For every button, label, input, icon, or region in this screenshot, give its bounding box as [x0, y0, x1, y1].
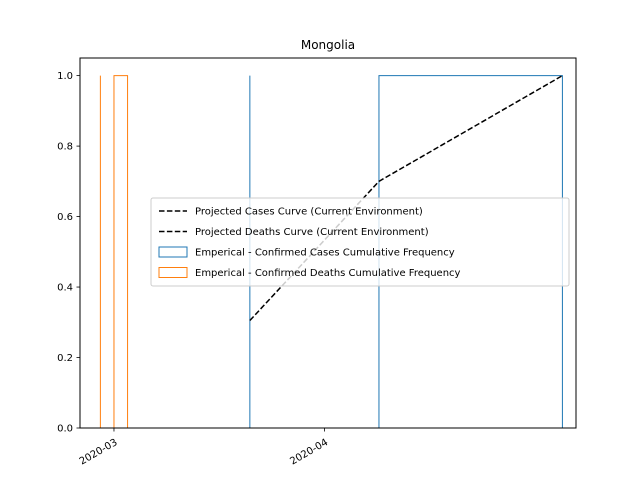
axes-frame	[79, 57, 577, 429]
step-bin-series-1-bin-1	[113, 75, 129, 428]
legend-label-0: Projected Cases Curve (Current Environme…	[195, 207, 423, 218]
legend-handle-3	[158, 267, 188, 278]
legend-handle-2	[158, 246, 188, 258]
legend-label-3: Emperical - Confirmed Deaths Cumulative …	[195, 268, 461, 279]
legend-label-1: Projected Deaths Curve (Current Environm…	[195, 227, 429, 238]
y-tick-label-0: 0.0	[57, 424, 73, 435]
legend-box	[150, 197, 570, 287]
y-tick-label-3: 0.6	[57, 212, 73, 223]
y-tick-label-5: 1.0	[57, 71, 73, 82]
y-tick-label-2: 0.4	[57, 283, 73, 294]
y-tick-label-1: 0.2	[57, 353, 73, 364]
chart-title: Mongolia	[301, 38, 355, 52]
legend: Projected Cases Curve (Current Environme…	[150, 197, 570, 287]
y-tick-label-4: 0.8	[57, 142, 73, 153]
legend-label-2: Emperical - Confirmed Cases Cumulative F…	[195, 248, 455, 259]
